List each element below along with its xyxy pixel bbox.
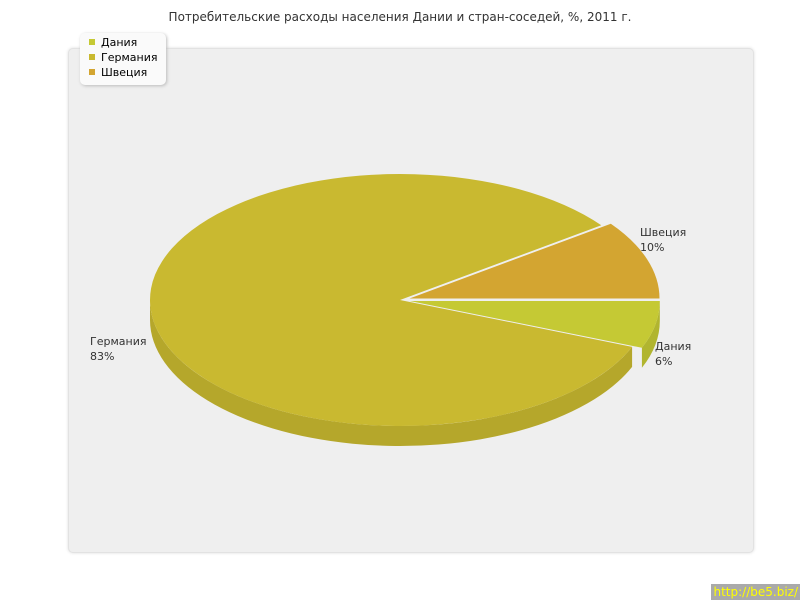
legend-item-denmark[interactable]: Дания — [89, 36, 137, 50]
pie-slice-top — [150, 174, 633, 426]
pie-slice-sweden[interactable] — [409, 223, 660, 299]
legend: Дания Германия Швеция — [80, 33, 166, 85]
legend-swatch — [89, 69, 95, 75]
legend-swatch — [89, 54, 95, 60]
data-label-denmark: Дания 6% — [655, 340, 692, 368]
pie-slice-germany[interactable] — [150, 174, 633, 447]
legend-item-germany[interactable]: Германия — [89, 51, 157, 65]
pie-slice-top — [409, 300, 660, 348]
pie-slice-side — [150, 300, 633, 447]
pie-slice-side — [641, 300, 660, 368]
pie-slice-denmark[interactable] — [409, 300, 660, 368]
chart-title: Потребительские расходы населения Дании … — [168, 10, 632, 24]
legend-item-sweden[interactable]: Швеция — [89, 66, 147, 80]
legend-label: Швеция — [101, 66, 148, 79]
legend-label: Дания — [101, 36, 138, 49]
data-label-germany: Германия 83% — [90, 335, 147, 363]
legend-swatch — [89, 39, 95, 45]
data-label-sweden: Швеция 10% — [640, 226, 687, 254]
legend-label: Германия — [101, 51, 158, 64]
pie-slice-top — [409, 223, 660, 299]
watermark-link[interactable]: http://be5.biz/ — [711, 584, 800, 600]
